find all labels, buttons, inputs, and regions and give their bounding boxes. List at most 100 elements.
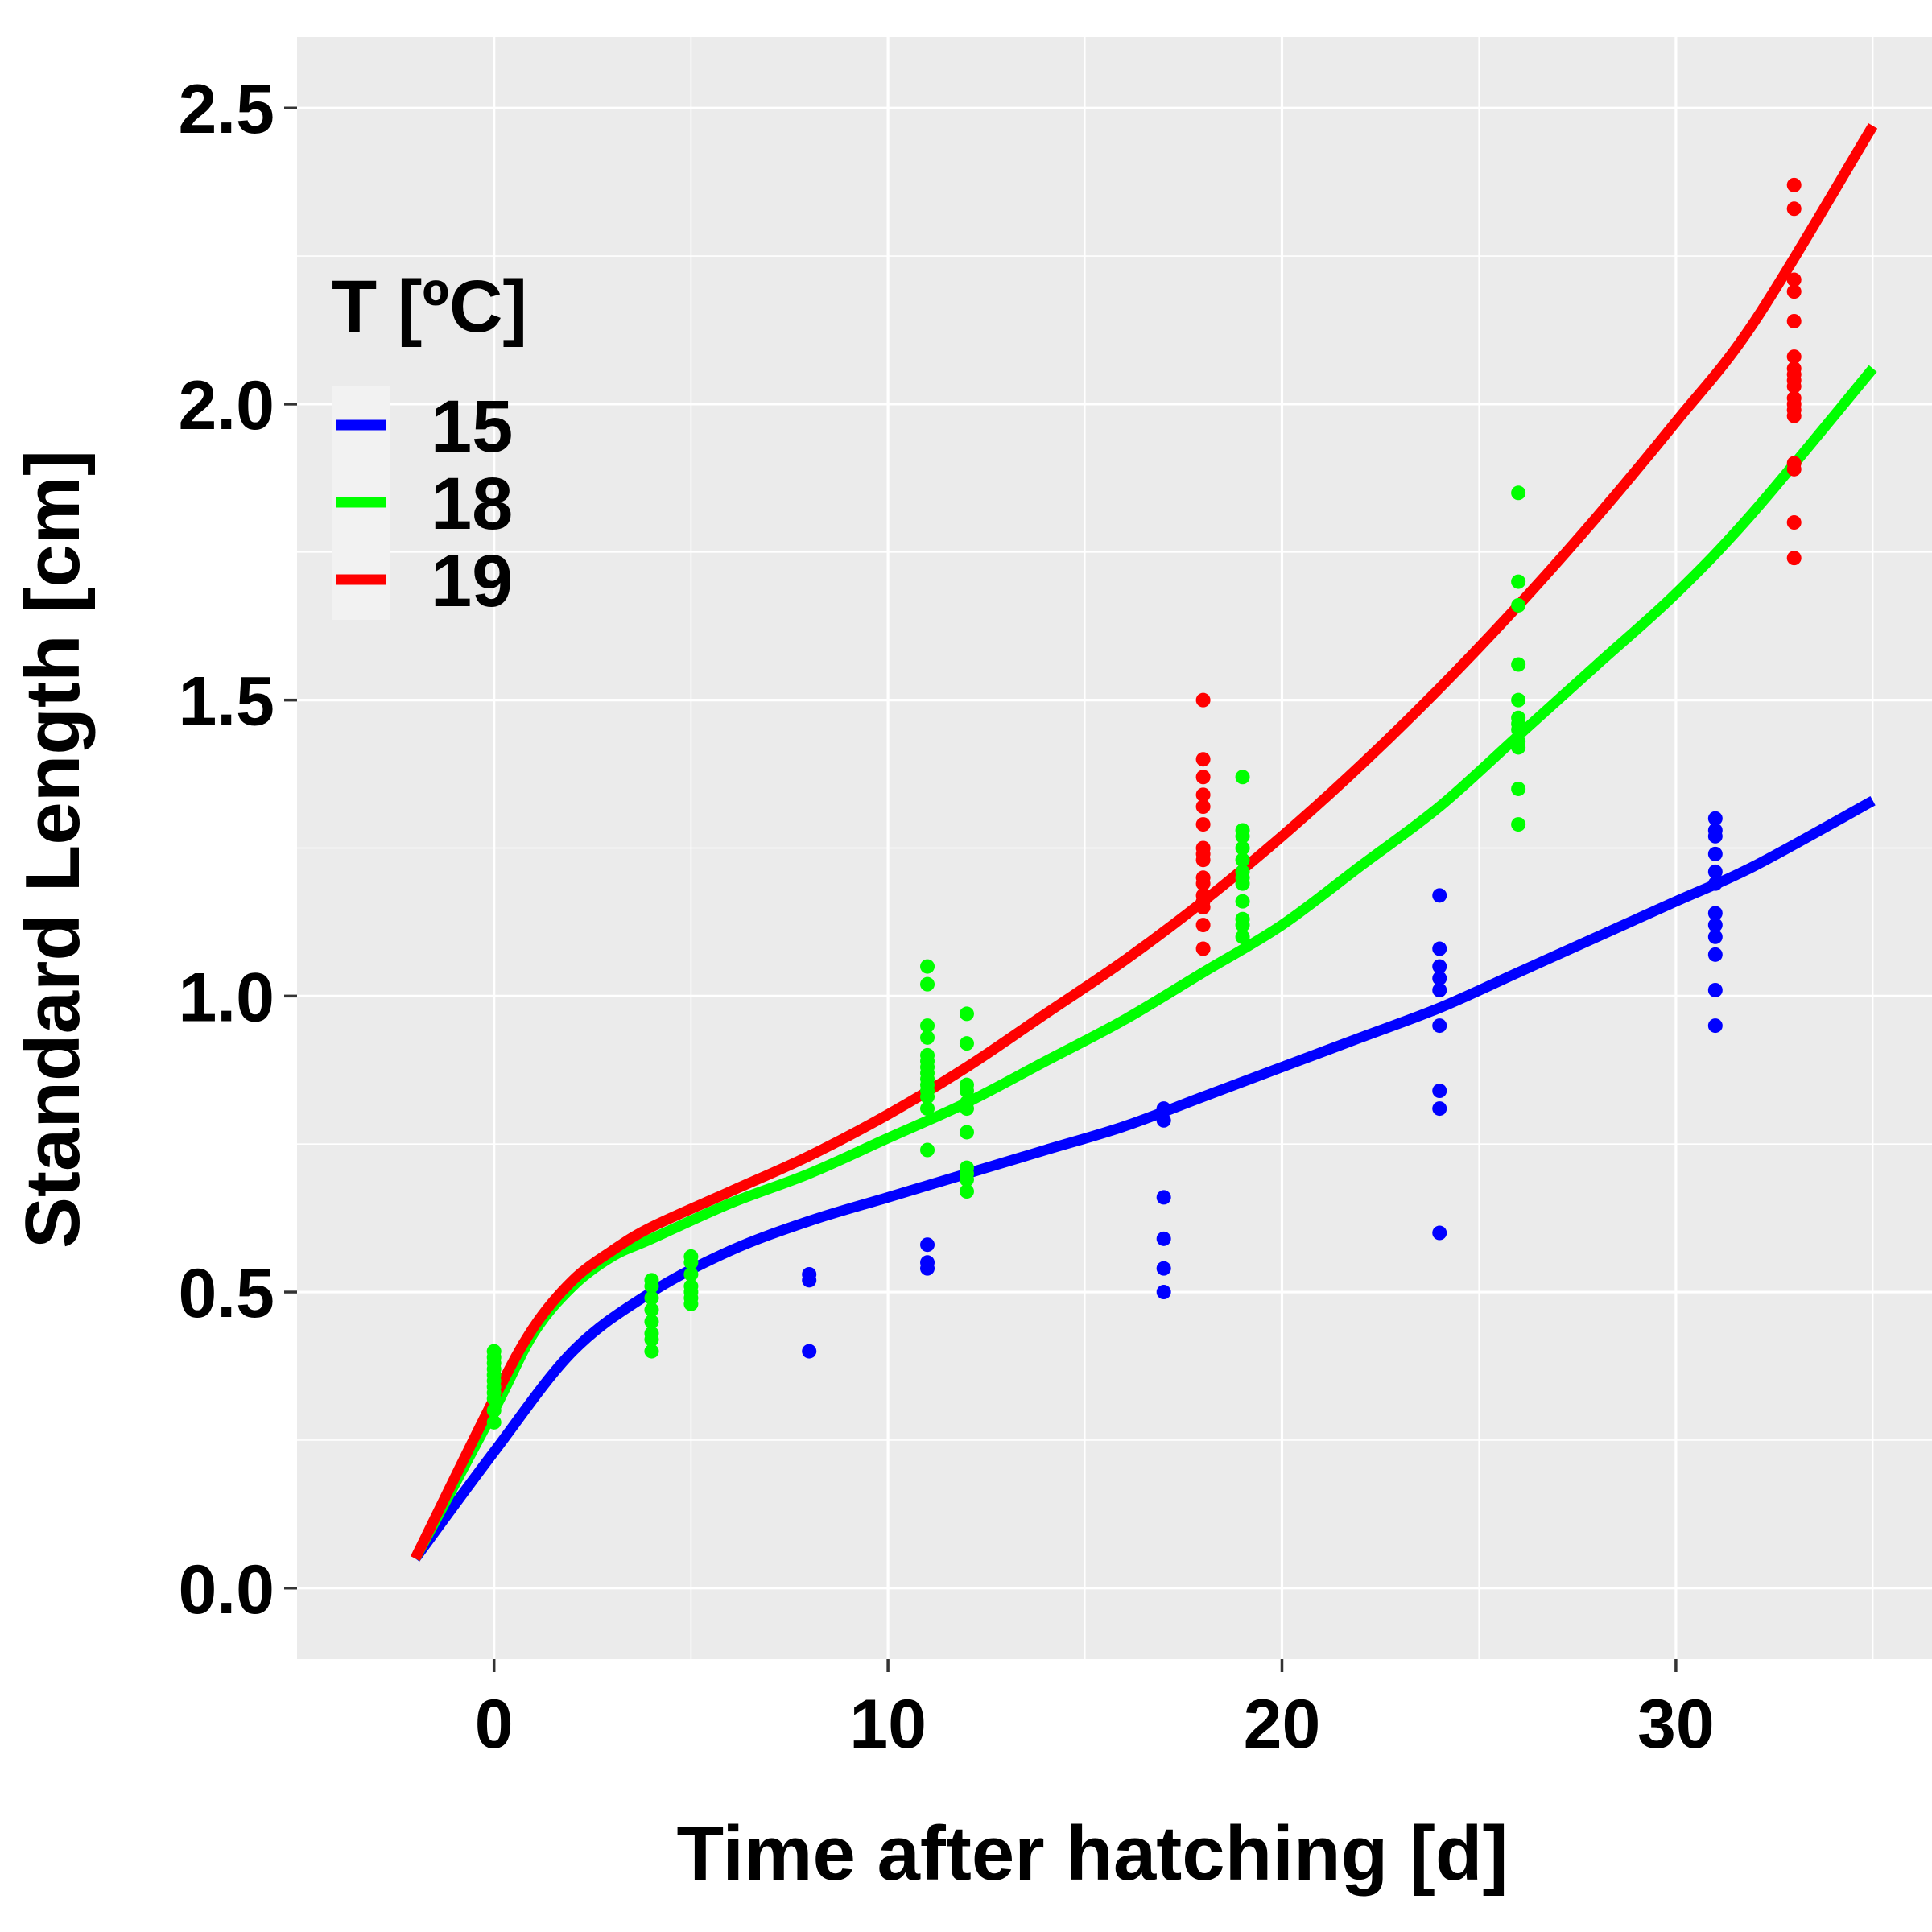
point-15 [1707, 811, 1723, 826]
y-tick-label: 2.5 [178, 71, 275, 148]
axis-ticks [284, 106, 1678, 1672]
y-tick-label: 1.0 [178, 959, 275, 1036]
y-tick-label: 2.0 [178, 367, 275, 444]
x-tick-label: 0 [475, 1686, 514, 1763]
point-18 [1235, 876, 1250, 891]
point-18 [920, 1142, 935, 1158]
point-19 [1195, 752, 1211, 767]
x-tick-label: 20 [1244, 1686, 1321, 1763]
point-15 [1156, 1285, 1171, 1300]
point-18 [486, 1403, 502, 1418]
y-axis-title: Standard Length [cm] [10, 450, 96, 1249]
point-18 [644, 1344, 659, 1359]
point-15 [1707, 982, 1723, 997]
point-19 [1786, 313, 1802, 328]
point-18 [1235, 894, 1250, 909]
point-18 [920, 1030, 935, 1045]
point-18 [1511, 692, 1526, 708]
point-15 [1707, 906, 1723, 921]
point-19 [1786, 284, 1802, 299]
point-15 [1707, 864, 1723, 879]
legend-label-15: 15 [431, 386, 513, 468]
point-18 [920, 976, 935, 992]
point-18 [644, 1331, 659, 1347]
x-tick-label: 10 [849, 1686, 927, 1763]
point-18 [1511, 485, 1526, 501]
grid-minor [297, 37, 1932, 1659]
point-19 [1195, 770, 1211, 785]
point-18 [644, 1290, 659, 1306]
point-19 [1786, 349, 1802, 365]
point-15 [802, 1273, 817, 1288]
point-15 [1707, 929, 1723, 944]
point-19 [1786, 461, 1802, 477]
point-19 [1786, 515, 1802, 530]
point-15 [1156, 1113, 1171, 1128]
point-18 [1511, 817, 1526, 832]
point-15 [1707, 918, 1723, 933]
point-18 [1511, 597, 1526, 613]
point-15 [1432, 1101, 1447, 1117]
point-15 [1156, 1101, 1171, 1117]
point-18 [1511, 574, 1526, 589]
point-18 [1235, 828, 1250, 844]
legend-label-18: 18 [431, 463, 513, 545]
point-19 [1786, 378, 1802, 394]
point-15 [1432, 1018, 1447, 1034]
point-18 [486, 1414, 502, 1430]
legend-label-19: 19 [431, 540, 513, 622]
point-18 [959, 1125, 974, 1140]
point-19 [1195, 876, 1211, 891]
point-18 [644, 1278, 659, 1294]
point-18 [1235, 840, 1250, 856]
point-15 [1432, 982, 1447, 997]
point-15 [1707, 876, 1723, 891]
point-18 [1235, 929, 1250, 944]
point-18 [1511, 657, 1526, 672]
point-19 [1195, 692, 1211, 708]
point-18 [1235, 770, 1250, 785]
point-15 [1156, 1231, 1171, 1246]
point-15 [1156, 1261, 1171, 1276]
point-18 [644, 1314, 659, 1329]
point-19 [1195, 817, 1211, 832]
point-15 [1432, 1084, 1447, 1099]
point-18 [486, 1391, 502, 1406]
point-19 [1195, 787, 1211, 803]
y-tick-label: 0.0 [178, 1551, 275, 1629]
fitted-curves [410, 122, 1878, 1562]
x-tick-label: 30 [1637, 1686, 1715, 1763]
x-axis-title: Time after hatching [d] [677, 1810, 1509, 1897]
point-15 [802, 1344, 817, 1359]
point-18 [1235, 852, 1250, 868]
point-19 [1195, 918, 1211, 933]
point-18 [959, 1101, 974, 1117]
point-19 [1786, 272, 1802, 287]
point-19 [1195, 900, 1211, 915]
point-15 [1432, 1225, 1447, 1241]
point-19 [1786, 201, 1802, 217]
point-15 [1432, 971, 1447, 986]
point-18 [683, 1255, 699, 1270]
point-18 [920, 959, 935, 974]
point-15 [1707, 947, 1723, 962]
point-18 [959, 1184, 974, 1199]
point-19 [1786, 408, 1802, 423]
data-points [486, 177, 1802, 1430]
point-19 [1786, 551, 1802, 566]
point-18 [959, 1084, 974, 1099]
point-18 [959, 1006, 974, 1022]
point-18 [1511, 781, 1526, 796]
y-tick-label: 1.5 [178, 663, 275, 741]
legend-title: T [ºC] [332, 266, 527, 348]
point-19 [1195, 941, 1211, 956]
point-18 [683, 1266, 699, 1282]
point-15 [1432, 888, 1447, 903]
curve-15 [411, 795, 1876, 1562]
point-15 [920, 1261, 935, 1276]
y-tick-labels: 0.0 0.5 1.0 1.5 2.0 2.5 [178, 71, 275, 1629]
point-19 [1195, 799, 1211, 815]
